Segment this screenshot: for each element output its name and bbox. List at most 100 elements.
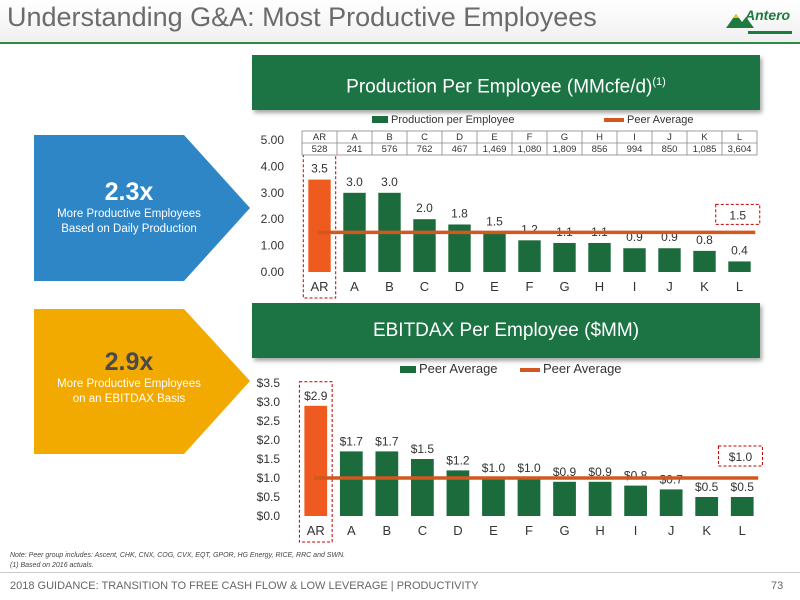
ebitdax-category-label: F <box>525 523 533 538</box>
production-value-label: 0.8 <box>696 233 713 247</box>
production-bar-ar <box>308 179 331 272</box>
production-ytick-label: 0.00 <box>261 265 285 279</box>
ebitdax-value-label: $1.0 <box>517 461 541 475</box>
ebitdax-bar <box>659 489 683 516</box>
production-bar <box>483 232 506 272</box>
production-ytick-label: 4.00 <box>261 159 285 173</box>
production-category-label: F <box>526 279 534 294</box>
production-legend-swatch-bar <box>372 116 388 123</box>
ebitdax-category-label: L <box>739 523 746 538</box>
ebitdax-category-label: C <box>418 523 427 538</box>
production-table-value-cell: 1,469 <box>483 144 507 155</box>
production-bar <box>448 224 471 272</box>
ebitdax-bar-ar <box>304 405 328 516</box>
production-panel-title: Production Per Employee (MMcfe/d)(1) <box>252 55 760 110</box>
production-table-header-cell: L <box>737 132 742 143</box>
ebitdax-panel-title: EBITDAX Per Employee ($MM) <box>252 303 760 358</box>
production-table-value-cell: 241 <box>347 144 363 155</box>
production-bar <box>658 248 681 272</box>
production-legend-swatch-line <box>604 118 624 122</box>
page-number: 73 <box>771 580 784 592</box>
production-category-label: L <box>736 279 743 294</box>
logo-text: Antero <box>745 7 791 23</box>
ebitdax-bar <box>375 451 399 516</box>
ebitdax-value-label: $1.5 <box>411 442 435 456</box>
production-table-value-cell: 762 <box>417 144 433 155</box>
ebitdax-bar <box>482 478 505 516</box>
production-ytick-label: 2.00 <box>261 212 285 226</box>
production-table-header-cell: F <box>527 132 533 143</box>
ebitdax-category-label: B <box>383 523 392 538</box>
production-value-label: 3.0 <box>381 175 398 189</box>
ebitdax-category-label: E <box>489 523 498 538</box>
production-table-header-cell: E <box>491 132 497 143</box>
production-category-label: H <box>595 279 604 294</box>
ebitdax-category-label: K <box>702 523 711 538</box>
production-callout-line2: Based on Daily Production <box>61 223 197 235</box>
ebitdax-ytick-label: $2.5 <box>257 414 281 428</box>
production-table-header-cell: D <box>456 132 463 143</box>
ebitdax-bar <box>339 451 363 516</box>
ebitdax-category-label: A <box>347 523 356 538</box>
ebitdax-value-label: $0.9 <box>588 465 612 479</box>
production-category-label: B <box>385 279 394 294</box>
production-category-label: C <box>420 279 429 294</box>
production-value-label: 0.4 <box>731 243 748 257</box>
ebitdax-value-label: $0.5 <box>731 480 755 494</box>
production-category-label: J <box>666 279 673 294</box>
ebitdax-category-label: D <box>453 523 462 538</box>
ebitdax-bar <box>624 485 647 516</box>
production-ytick-label: 1.00 <box>261 239 285 253</box>
production-table-value-cell: 528 <box>312 144 328 155</box>
production-table-value-cell: 467 <box>452 144 468 155</box>
antero-logo-icon <box>726 14 792 34</box>
ebitdax-ytick-label: $1.0 <box>257 471 281 485</box>
ebitdax-bar <box>446 470 470 516</box>
ebitdax-peer-average-box <box>717 445 763 467</box>
ebitdax-value-label: $2.9 <box>304 389 328 403</box>
production-value-label: 2.0 <box>416 201 433 215</box>
production-legend-label: Production per Employee <box>391 114 515 126</box>
ebitdax-chart-title: EBITDAX Per Employee ($MM) <box>372 320 640 341</box>
production-ytick-label: 3.00 <box>261 186 285 200</box>
ebitdax-value-label: $1.0 <box>482 461 506 475</box>
ebitdax-callout-arrow <box>34 309 250 454</box>
production-legend-label: Peer Average <box>627 114 693 126</box>
production-bar <box>623 248 646 272</box>
production-bar <box>518 240 541 272</box>
ebitdax-value-label: $1.2 <box>446 453 470 467</box>
production-value-label: 3.0 <box>346 175 363 189</box>
production-table-header-cell: I <box>633 132 636 143</box>
production-bar <box>588 242 611 272</box>
production-table-header-cell: K <box>701 132 708 143</box>
page-title: Understanding G&A: Most Productive Emplo… <box>7 2 597 32</box>
production-chart-title: Production Per Employee (MMcfe/d) <box>346 76 653 98</box>
production-callout: 2.3x More Productive Employees Based on … <box>34 178 224 237</box>
production-table-value-cell: 1,080 <box>518 144 542 155</box>
production-table-header-cell: AR <box>313 132 326 143</box>
ebitdax-category-label: H <box>595 523 604 538</box>
ebitdax-category-label: G <box>559 523 569 538</box>
production-table-header-cell: C <box>421 132 428 143</box>
ebitdax-bar <box>411 459 434 516</box>
ebitdax-bar <box>553 481 576 516</box>
ebitdax-legend-swatch-bar <box>400 366 416 373</box>
ebitdax-bar <box>588 481 612 516</box>
production-table-header-cell: A <box>351 132 358 143</box>
production-table-value-cell: 576 <box>382 144 398 155</box>
production-table-value-cell: 3,604 <box>728 144 752 155</box>
ebitdax-value-label: $0.9 <box>553 465 577 479</box>
production-table-header-cell: B <box>386 132 392 143</box>
production-value-label: 1.8 <box>451 206 468 220</box>
ebitdax-multiple: 2.9x <box>104 348 154 376</box>
header-band <box>0 0 800 42</box>
footnote-peer-group: Note: Peer group includes: Ascent, CHK, … <box>10 552 346 559</box>
ebitdax-callout-line1: More Productive Employees <box>57 378 201 390</box>
production-table-value-cell: 994 <box>627 144 643 155</box>
production-peer-average-box <box>715 203 761 225</box>
production-table-value-cell: 1,809 <box>553 144 577 155</box>
production-bar <box>693 250 716 272</box>
ebitdax-value-label: $0.8 <box>624 469 648 483</box>
production-ytick-label: 5.00 <box>261 133 285 147</box>
production-category-label: I <box>633 279 637 294</box>
